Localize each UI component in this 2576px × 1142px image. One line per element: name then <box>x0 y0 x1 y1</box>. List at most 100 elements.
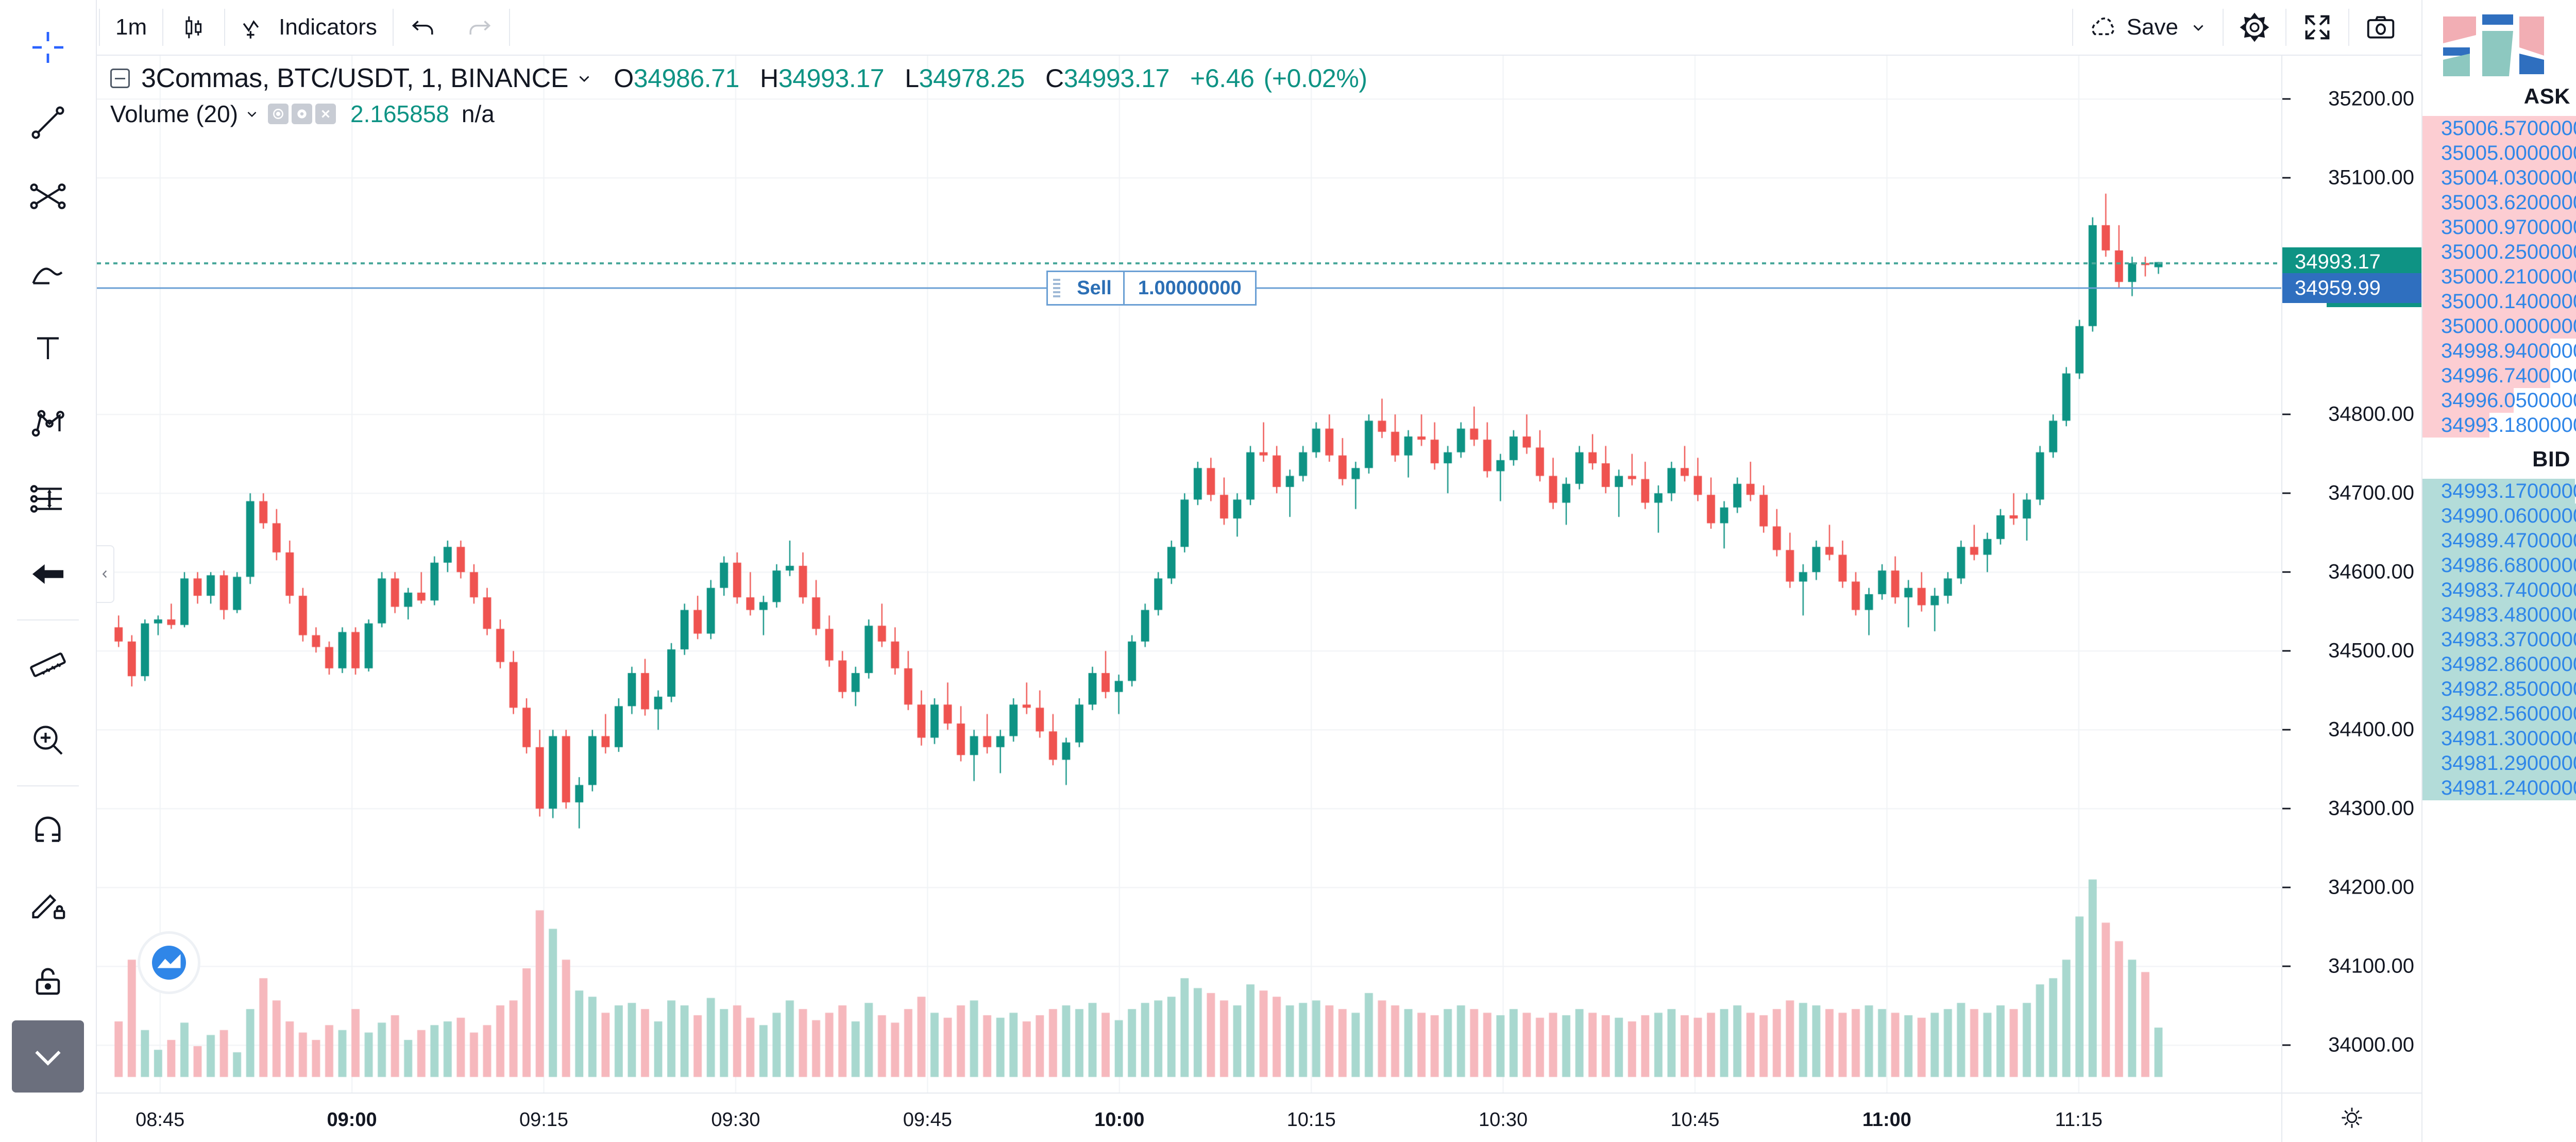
fib-retracement-icon[interactable] <box>12 162 84 234</box>
time-axis-label: 09:00 <box>327 1109 377 1131</box>
order-book-row[interactable]: 34983.480000003438.980.09 <box>2422 602 2576 627</box>
order-book-row[interactable]: 34982.860000003937.700.11 <box>2422 652 2576 677</box>
price-axis-label: 34800.00 <box>2328 402 2414 426</box>
order-book-row[interactable]: 34998.940000001399.990.04 <box>2422 339 2576 363</box>
price-cell: 35000.25000000 <box>2441 240 2576 263</box>
price-tick <box>2282 571 2291 573</box>
order-book-row[interactable]: 35006.5700000021528.340.61 <box>2422 116 2576 141</box>
zoom-in-icon[interactable] <box>12 704 84 776</box>
order-book-row[interactable]: 35004.03000000110.010.00 <box>2422 165 2576 190</box>
patterns-icon[interactable] <box>12 388 84 460</box>
order-book-row[interactable]: 35000.21000000201.140.00 <box>2422 264 2576 289</box>
price-cell: 34983.74000000 <box>2441 578 2576 601</box>
order-book-row[interactable]: 35000.2500000050257.451.43 <box>2422 240 2576 264</box>
lock-drawings-icon[interactable] <box>12 945 84 1017</box>
trend-line-icon[interactable] <box>12 87 84 159</box>
ask-price-header: ASK PRICE <box>2523 84 2576 108</box>
close-icon[interactable] <box>315 104 336 124</box>
order-book-row[interactable]: 34981.2400000032847.380.93 <box>2422 776 2576 800</box>
chart-toolbar: 1m <box>97 0 2421 56</box>
cloud-save-icon <box>2089 12 2119 42</box>
price-cell: 34993.18000000 <box>2441 413 2576 436</box>
forecast-icon[interactable] <box>12 463 84 535</box>
price-cell: 34996.74000000 <box>2441 364 2576 387</box>
order-book-row[interactable]: 34990.060000001921.820.05 <box>2422 503 2576 528</box>
order-book-row[interactable]: 34989.47000000219.940.00 <box>2422 528 2576 553</box>
measure-ruler-icon[interactable] <box>12 629 84 701</box>
depth-bar <box>2422 141 2576 165</box>
price-tick <box>2282 808 2291 810</box>
depth-bar <box>2422 240 2576 264</box>
chart-column: 1m <box>97 0 2421 1142</box>
order-book-row[interactable]: 34983.370000001631.830.04 <box>2422 627 2576 652</box>
order-book-row[interactable]: 34981.300000007401.340.21 <box>2422 726 2576 751</box>
order-book-row[interactable]: 35005.000000001940.290.05 <box>2422 141 2576 165</box>
undo-arrow-icon <box>409 13 438 42</box>
sell-order-box[interactable]: Sell 1.00000000 <box>1046 271 1257 306</box>
depth-bar <box>2422 776 2576 800</box>
order-book-row[interactable]: 34983.74000000327.200.00 <box>2422 578 2576 602</box>
settings-icon[interactable] <box>292 104 313 124</box>
timezone-gear-icon[interactable] <box>2281 1094 2421 1142</box>
order-book-row[interactable]: 35000.0000000012771.950.36 <box>2422 314 2576 339</box>
order-book-row[interactable]: 34996.05000000566.650.01 <box>2422 388 2576 413</box>
3commas-chart-logo-icon[interactable] <box>140 934 198 992</box>
undo-button[interactable] <box>396 8 451 47</box>
price-cell: 34998.94000000 <box>2441 339 2576 362</box>
crosshair-cursor-icon[interactable] <box>12 11 84 83</box>
drag-grip-icon[interactable] <box>1048 272 1065 304</box>
eye-icon[interactable] <box>268 104 289 124</box>
arrow-marker-icon[interactable] <box>12 538 84 610</box>
order-book-row[interactable]: 35000.97000000366.840.01 <box>2422 215 2576 240</box>
chart-canvas[interactable]: 3Commas, BTC/USDT, 1, BINANCE O34986.71 … <box>97 56 2281 1093</box>
magnet-icon[interactable] <box>12 795 84 867</box>
settings-button[interactable] <box>2226 8 2283 47</box>
time-axis-label: 10:30 <box>1479 1109 1528 1131</box>
screenshot-button[interactable] <box>2351 8 2410 47</box>
hide-drawings-icon[interactable] <box>12 1020 84 1093</box>
price-cell: 35000.97000000 <box>2441 215 2576 239</box>
depth-bar <box>2422 388 2514 413</box>
order-book-row[interactable]: 34982.8500000014552.860.41 <box>2422 677 2576 701</box>
time-axis[interactable]: 08:45 09:00 09:15 09:30 09:45 10:00 10:15 10:30… <box>97 1093 2421 1142</box>
price-cell: 35000.21000000 <box>2441 265 2576 288</box>
brush-icon[interactable] <box>12 237 84 309</box>
last-price-badge: 34993.17 <box>2282 247 2421 277</box>
price-cell: 34993.17000000 <box>2441 479 2576 502</box>
collapse-legend-icon[interactable] <box>110 69 130 88</box>
collapse-pane-handle[interactable] <box>97 545 114 603</box>
chart-type-button[interactable] <box>165 8 222 47</box>
candlestick-canvas[interactable] <box>97 56 2281 1093</box>
price-cell: 34986.68000000 <box>2441 553 2576 577</box>
redo-button[interactable] <box>451 8 507 47</box>
chevron-down-icon[interactable] <box>2190 19 2207 36</box>
indicators-button[interactable]: Indicators <box>227 8 391 47</box>
price-tick <box>2282 965 2291 967</box>
fullscreen-icon <box>2302 12 2333 43</box>
order-book-row[interactable]: 34993.1700000036829.291.05 <box>2422 479 2576 503</box>
price-cell: 34982.56000000 <box>2441 702 2576 725</box>
save-button[interactable]: Save <box>2075 8 2221 47</box>
depth-bar <box>2422 190 2576 215</box>
order-book-row[interactable]: 34981.290000002397.020.06 <box>2422 751 2576 776</box>
drawing-mode-icon[interactable] <box>12 870 84 942</box>
3commas-logo-icon <box>2422 0 2576 81</box>
order-book-row[interactable]: 34993.1800000014375.720.41 <box>2422 413 2576 438</box>
order-book-row[interactable]: 34982.560000004197.900.12 <box>2422 701 2576 726</box>
fullscreen-button[interactable] <box>2289 8 2346 47</box>
text-tool-icon[interactable] <box>12 312 84 384</box>
order-book-row[interactable]: 34996.740000007064.610.20 <box>2422 363 2576 388</box>
order-book-row[interactable]: 35003.6200000010725.870.30 <box>2422 190 2576 215</box>
order-book-row[interactable]: 34986.680000008976.140.25 <box>2422 553 2576 578</box>
timeframe-button[interactable]: 1m <box>102 8 160 47</box>
price-axis-label: 35200.00 <box>2328 87 2414 110</box>
price-tick <box>2282 886 2291 888</box>
order-book-row[interactable]: 35000.1400000046.340.00 <box>2422 289 2576 314</box>
price-axis-label: 35100.00 <box>2328 166 2414 189</box>
order-side-label: Sell <box>1065 272 1125 305</box>
price-axis[interactable]: 35200.00 35100.00 34800.00 34700.00 34600.00… <box>2281 56 2421 1093</box>
toolbar-divider <box>509 9 510 46</box>
order-quantity: 1.00000000 <box>1138 277 1242 299</box>
time-axis-label: 10:45 <box>1670 1109 1720 1131</box>
